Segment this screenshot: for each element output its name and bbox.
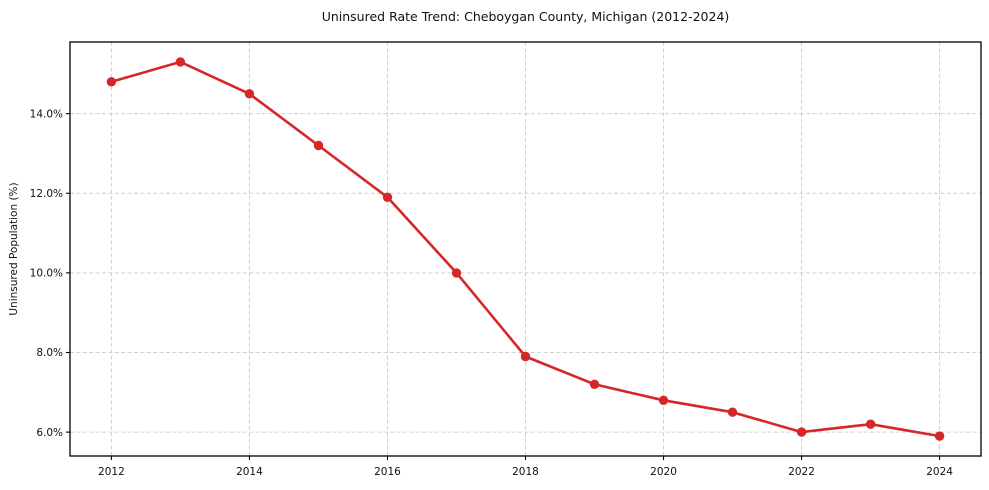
data-point (658, 395, 669, 405)
x-tick-label: 2020 (650, 466, 677, 478)
y-axis-label: Uninsured Population (%) (8, 182, 20, 315)
x-tick-label: 2014 (236, 466, 263, 478)
y-tick-label: 6.0% (36, 427, 63, 439)
x-tick-label: 2024 (926, 466, 953, 478)
y-tick-label: 14.0% (30, 108, 63, 120)
x-tick-label: 2016 (374, 466, 401, 478)
data-point (244, 89, 255, 99)
data-point (175, 57, 186, 67)
y-tick-label: 10.0% (30, 268, 63, 280)
gridlines (70, 42, 981, 456)
x-tick-label: 2022 (788, 466, 815, 478)
chart-title: Uninsured Rate Trend: Cheboygan County, … (322, 9, 730, 24)
plot-border (69, 41, 982, 457)
data-point (520, 351, 531, 362)
data-point (589, 379, 600, 389)
data-point (106, 77, 117, 87)
data-point (451, 268, 462, 278)
axis-ticks (66, 113, 941, 460)
x-tick-label: 2018 (512, 466, 539, 478)
axis-tick-labels: 6.0% 8.0% 10.0% 12.0% 14.0% 2012 2014 2016 2018 2… (30, 108, 954, 478)
y-tick-label: 8.0% (36, 347, 63, 359)
data-point (382, 192, 393, 202)
data-point (865, 419, 876, 429)
x-tick-label: 2012 (98, 466, 125, 478)
data-point (313, 140, 324, 151)
y-tick-label: 12.0% (30, 188, 63, 200)
data-point (796, 427, 807, 437)
data-point (934, 431, 945, 441)
data-point (727, 407, 738, 417)
data-series (106, 57, 945, 441)
